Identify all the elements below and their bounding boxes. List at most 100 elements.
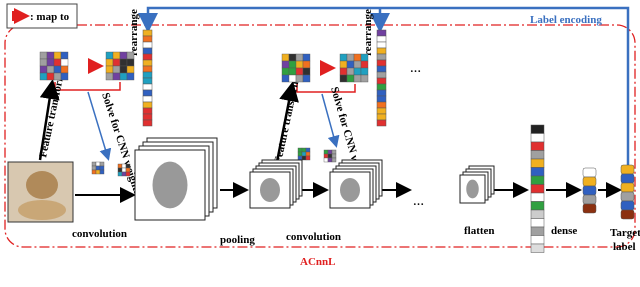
grid-cell (331, 157, 337, 163)
dense-cell (582, 167, 597, 178)
grid-cell (125, 167, 131, 173)
grid-cell (121, 163, 127, 169)
grid-cell (281, 60, 290, 69)
grid-cell (327, 149, 333, 155)
grid-cell (288, 60, 297, 69)
grid-cell (105, 72, 114, 81)
grid-cell (126, 65, 135, 74)
flatten-cell (530, 201, 545, 211)
grid-cell (126, 58, 135, 67)
grid-cell (360, 67, 369, 76)
grid-cell (60, 72, 69, 81)
grid-cell (119, 65, 128, 74)
grid-cell (99, 165, 105, 171)
grid-cell (295, 60, 304, 69)
feature-content (466, 179, 479, 199)
grid-cell (91, 169, 97, 175)
grid-cell (353, 67, 362, 76)
feature-content (260, 178, 280, 202)
vector-cell (142, 77, 153, 85)
vector-cell (376, 41, 387, 49)
grid-cell (305, 151, 311, 157)
dog (26, 171, 58, 199)
grid-cell (281, 67, 290, 76)
grid-cell (117, 171, 123, 177)
vector-cell (376, 53, 387, 61)
feature-arrow (273, 81, 299, 173)
vector-cell (376, 83, 387, 91)
grid-cell (121, 171, 127, 177)
target-cell (620, 164, 635, 175)
grid-cell (339, 60, 348, 69)
grid-cell (301, 155, 307, 161)
vector-cell (376, 47, 387, 55)
grid-cell (346, 67, 355, 76)
grid-cell (360, 74, 369, 83)
grid-cell (295, 53, 304, 62)
vector-cell (142, 119, 153, 127)
grid-cell (339, 74, 348, 83)
grid-cell (126, 51, 135, 60)
target-cell (620, 191, 635, 202)
grid-cell (339, 67, 348, 76)
pooling: pooling (220, 234, 255, 246)
grid-cell (327, 153, 333, 159)
dog-body (18, 200, 66, 220)
ellipsis: … (410, 63, 421, 75)
grid-cell (121, 167, 127, 173)
grid-cell (288, 67, 297, 76)
grid-cell (119, 72, 128, 81)
flatten-cell (530, 235, 545, 245)
flatten-cell (530, 141, 545, 151)
grid-cell (360, 53, 369, 62)
vector-cell (142, 35, 153, 43)
grid-cell (305, 147, 311, 153)
vector-cell (376, 101, 387, 109)
target-cell (620, 173, 635, 184)
vector-cell (142, 95, 153, 103)
grid-cell (53, 65, 62, 74)
vector-cell (376, 107, 387, 115)
grid-cell (323, 157, 329, 163)
flatten: flatten (464, 225, 495, 237)
vector-cell (142, 107, 153, 115)
feature-arrow (38, 79, 60, 161)
target-cell (620, 200, 635, 211)
bracket (296, 84, 356, 93)
grid-cell (105, 65, 114, 74)
grid-cell (281, 53, 290, 62)
flatten-cell (530, 209, 545, 219)
feature-content (340, 178, 360, 202)
grid-cell (46, 72, 55, 81)
framework-name: ACnnL (300, 256, 335, 268)
grid-cell (353, 60, 362, 69)
grid-cell (353, 74, 362, 83)
grid-cell (302, 60, 311, 69)
grid-cell (125, 163, 131, 169)
grid-cell (295, 74, 304, 83)
framework-border (4, 24, 636, 248)
dense-cell (582, 203, 597, 214)
grid-cell (346, 53, 355, 62)
flatten-cell (530, 133, 545, 143)
grid-cell (60, 51, 69, 60)
grid-cell (53, 58, 62, 67)
vector-cell (376, 89, 387, 97)
grid-cell (46, 65, 55, 74)
grid-cell (301, 147, 307, 153)
target-cell (620, 182, 635, 193)
label-encoding: Label encoding (530, 14, 602, 26)
grid-cell (297, 151, 303, 157)
grid-cell (297, 147, 303, 153)
vector-cell (376, 65, 387, 73)
grid-cell (281, 74, 290, 83)
grid-cell (331, 149, 337, 155)
grid-cell (112, 72, 121, 81)
grid-cell (99, 169, 105, 175)
grid-cell (346, 60, 355, 69)
flatten-cell (530, 158, 545, 168)
grid-cell (360, 60, 369, 69)
convolution: convolution (286, 231, 341, 243)
grid-cell (39, 51, 48, 60)
